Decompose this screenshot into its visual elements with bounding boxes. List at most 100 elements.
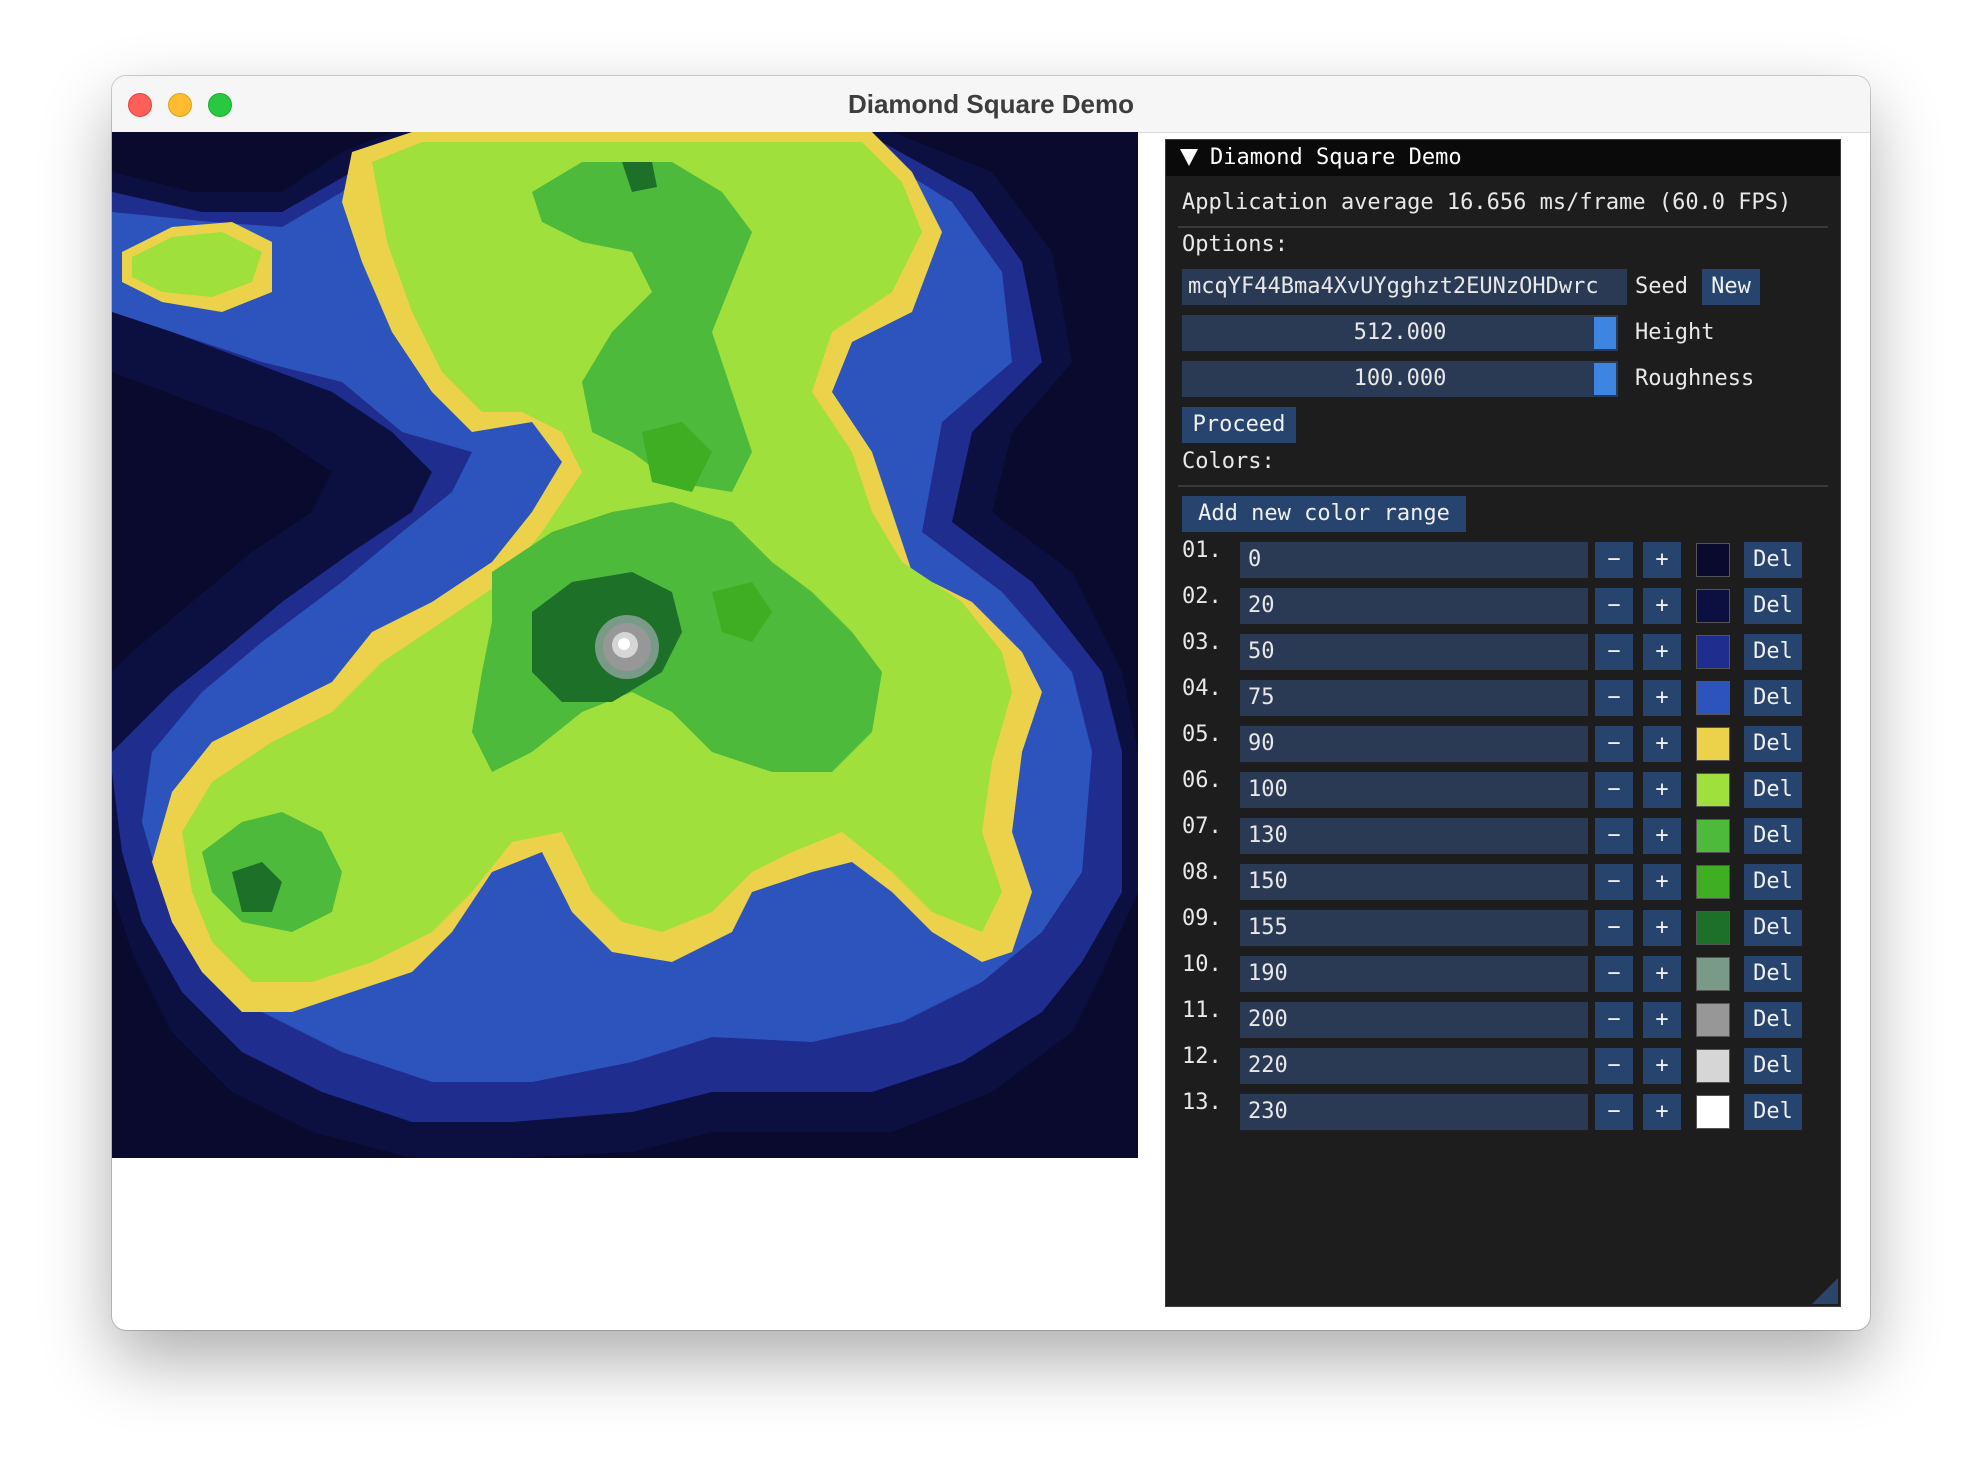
range-delete-button[interactable]: Del <box>1744 680 1802 716</box>
range-value-input[interactable]: 20 <box>1240 588 1588 624</box>
terrain-image <box>112 132 1138 1158</box>
range-index: 04. <box>1182 676 1222 701</box>
range-delete-button[interactable]: Del <box>1744 910 1802 946</box>
proceed-button[interactable]: Proceed <box>1182 407 1296 443</box>
range-value-input[interactable]: 190 <box>1240 956 1588 992</box>
colors-label: Colors: <box>1182 449 1275 474</box>
range-increment-button[interactable]: + <box>1643 818 1681 854</box>
resize-grip-icon[interactable] <box>1812 1278 1838 1304</box>
title-bar: Diamond Square Demo <box>112 76 1870 133</box>
range-index: 13. <box>1182 1090 1222 1115</box>
range-decrement-button[interactable]: − <box>1595 726 1633 762</box>
range-color-swatch[interactable] <box>1696 1049 1730 1083</box>
range-value-input[interactable]: 230 <box>1240 1094 1588 1130</box>
zoom-window-button[interactable] <box>208 93 232 117</box>
range-delete-button[interactable]: Del <box>1744 1048 1802 1084</box>
range-increment-button[interactable]: + <box>1643 910 1681 946</box>
range-decrement-button[interactable]: − <box>1595 1094 1633 1130</box>
range-delete-button[interactable]: Del <box>1744 818 1802 854</box>
range-increment-button[interactable]: + <box>1643 726 1681 762</box>
new-seed-button[interactable]: New <box>1702 269 1760 305</box>
range-value-input[interactable]: 155 <box>1240 910 1588 946</box>
separator <box>1178 485 1828 487</box>
range-value-input[interactable]: 100 <box>1240 772 1588 808</box>
range-color-swatch[interactable] <box>1696 635 1730 669</box>
range-index: 08. <box>1182 860 1222 885</box>
range-increment-button[interactable]: + <box>1643 542 1681 578</box>
roughness-slider-handle[interactable] <box>1594 363 1616 395</box>
panel-header[interactable]: Diamond Square Demo <box>1166 140 1840 176</box>
close-window-button[interactable] <box>128 93 152 117</box>
range-decrement-button[interactable]: − <box>1595 588 1633 624</box>
range-decrement-button[interactable]: − <box>1595 1002 1633 1038</box>
range-decrement-button[interactable]: − <box>1595 772 1633 808</box>
range-value-input[interactable]: 0 <box>1240 542 1588 578</box>
range-color-swatch[interactable] <box>1696 957 1730 991</box>
seed-label: Seed <box>1635 274 1688 299</box>
range-increment-button[interactable]: + <box>1643 680 1681 716</box>
range-decrement-button[interactable]: − <box>1595 1048 1633 1084</box>
range-decrement-button[interactable]: − <box>1595 956 1633 992</box>
add-color-range-button[interactable]: Add new color range <box>1182 496 1466 532</box>
range-delete-button[interactable]: Del <box>1744 1002 1802 1038</box>
height-slider[interactable]: 512.000 <box>1182 315 1618 351</box>
range-value-input[interactable]: 200 <box>1240 1002 1588 1038</box>
range-index: 10. <box>1182 952 1222 977</box>
panel-title: Diamond Square Demo <box>1210 145 1462 170</box>
separator <box>1178 226 1828 228</box>
range-decrement-button[interactable]: − <box>1595 910 1633 946</box>
fps-readout: Application average 16.656 ms/frame (60.… <box>1182 190 1792 215</box>
range-delete-button[interactable]: Del <box>1744 634 1802 670</box>
height-slider-handle[interactable] <box>1594 317 1616 349</box>
collapse-arrow-icon[interactable] <box>1180 149 1198 166</box>
app-window: Diamond Square Demo <box>112 76 1870 1330</box>
range-decrement-button[interactable]: − <box>1595 542 1633 578</box>
roughness-slider[interactable]: 100.000 <box>1182 361 1618 397</box>
range-color-swatch[interactable] <box>1696 1095 1730 1129</box>
range-increment-button[interactable]: + <box>1643 634 1681 670</box>
range-value-input[interactable]: 130 <box>1240 818 1588 854</box>
range-color-swatch[interactable] <box>1696 773 1730 807</box>
roughness-label: Roughness <box>1635 366 1755 391</box>
range-delete-button[interactable]: Del <box>1744 1094 1802 1130</box>
range-color-swatch[interactable] <box>1696 589 1730 623</box>
range-value-input[interactable]: 75 <box>1240 680 1588 716</box>
range-increment-button[interactable]: + <box>1643 1002 1681 1038</box>
minimize-window-button[interactable] <box>168 93 192 117</box>
range-increment-button[interactable]: + <box>1643 1094 1681 1130</box>
range-increment-button[interactable]: + <box>1643 772 1681 808</box>
range-value-input[interactable]: 50 <box>1240 634 1588 670</box>
range-value-input[interactable]: 150 <box>1240 864 1588 900</box>
range-index: 03. <box>1182 630 1222 655</box>
range-delete-button[interactable]: Del <box>1744 772 1802 808</box>
range-color-swatch[interactable] <box>1696 865 1730 899</box>
control-panel: Diamond Square Demo Application average … <box>1165 139 1841 1307</box>
range-decrement-button[interactable]: − <box>1595 634 1633 670</box>
range-increment-button[interactable]: + <box>1643 588 1681 624</box>
range-decrement-button[interactable]: − <box>1595 680 1633 716</box>
range-color-swatch[interactable] <box>1696 727 1730 761</box>
range-value-input[interactable]: 90 <box>1240 726 1588 762</box>
range-index: 05. <box>1182 722 1222 747</box>
range-decrement-button[interactable]: − <box>1595 864 1633 900</box>
range-color-swatch[interactable] <box>1696 819 1730 853</box>
range-color-swatch[interactable] <box>1696 543 1730 577</box>
range-delete-button[interactable]: Del <box>1744 588 1802 624</box>
range-delete-button[interactable]: Del <box>1744 726 1802 762</box>
range-increment-button[interactable]: + <box>1643 864 1681 900</box>
seed-input[interactable]: mcqYF44Bma4XvUYgghzt2EUNzOHDwrc <box>1182 269 1627 305</box>
range-color-swatch[interactable] <box>1696 911 1730 945</box>
range-increment-button[interactable]: + <box>1643 956 1681 992</box>
range-increment-button[interactable]: + <box>1643 1048 1681 1084</box>
terrain-heightmap <box>112 132 1138 1158</box>
range-index: 09. <box>1182 906 1222 931</box>
range-delete-button[interactable]: Del <box>1744 542 1802 578</box>
range-delete-button[interactable]: Del <box>1744 864 1802 900</box>
range-index: 01. <box>1182 538 1222 563</box>
range-decrement-button[interactable]: − <box>1595 818 1633 854</box>
range-delete-button[interactable]: Del <box>1744 956 1802 992</box>
range-value-input[interactable]: 220 <box>1240 1048 1588 1084</box>
range-color-swatch[interactable] <box>1696 1003 1730 1037</box>
window-title: Diamond Square Demo <box>847 89 1135 119</box>
range-color-swatch[interactable] <box>1696 681 1730 715</box>
